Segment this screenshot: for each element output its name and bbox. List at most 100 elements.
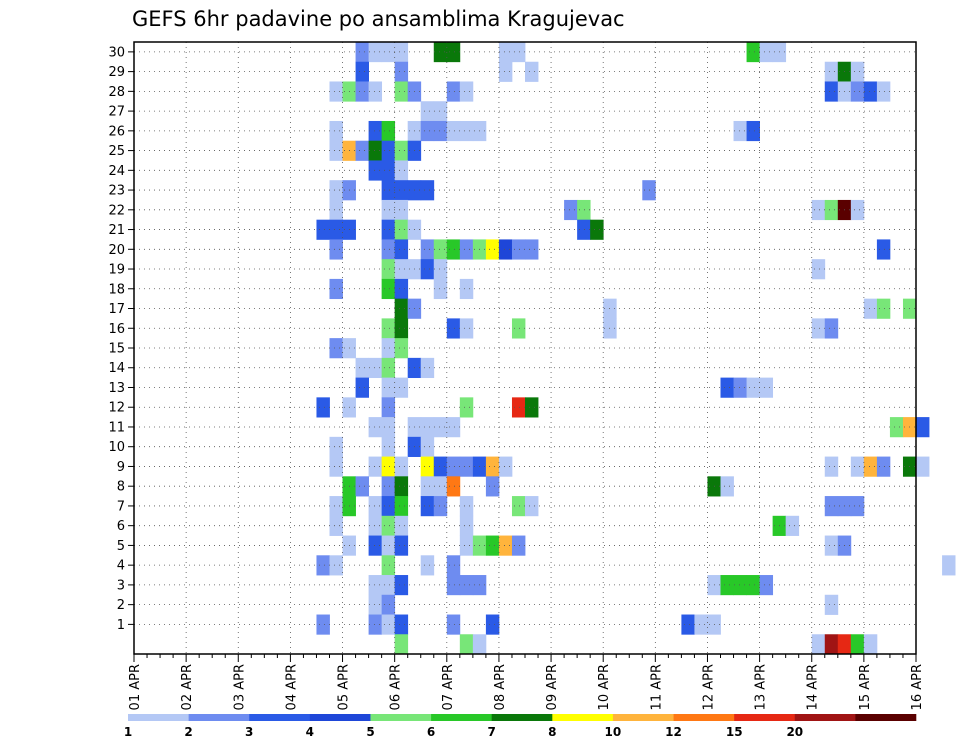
- heatmap-cell: [381, 140, 396, 161]
- heatmap-cell: [329, 140, 343, 161]
- y-tick-label: 8: [117, 480, 125, 495]
- heatmap-cell: [329, 120, 343, 142]
- heatmap-cell: [446, 42, 461, 63]
- y-tick-label: 18: [108, 282, 125, 297]
- y-tick-label: 25: [108, 144, 125, 159]
- x-tick-label: 09 APR: [545, 664, 560, 710]
- legend-label: 8: [548, 725, 556, 739]
- heatmap-cell: [381, 476, 396, 497]
- x-tick-label: 15 APR: [858, 664, 873, 710]
- x-tick-label: 05 APR: [337, 664, 352, 710]
- heatmap-cell: [850, 199, 865, 221]
- y-tick-label: 14: [108, 361, 125, 376]
- heatmap-cell: [394, 575, 409, 596]
- heatmap-cell: [485, 535, 500, 556]
- heatmap-cell: [824, 81, 839, 102]
- y-tick-label: 9: [117, 460, 125, 475]
- y-tick-label: 19: [108, 263, 125, 278]
- heatmap-cell: [459, 81, 474, 102]
- heatmap-cell: [368, 575, 383, 596]
- heatmap-cell: [368, 140, 383, 161]
- heatmap-cell: [381, 318, 396, 339]
- heatmap-cell: [850, 456, 865, 477]
- legend-swatch: [249, 714, 311, 721]
- heatmap-cell: [485, 456, 500, 477]
- y-tick-label: 6: [117, 519, 125, 534]
- legend-swatch: [794, 714, 856, 721]
- legend-swatch: [734, 714, 796, 721]
- heatmap-cell: [368, 417, 383, 438]
- heatmap-cell: [485, 614, 500, 635]
- heatmap-cell: [498, 239, 513, 260]
- heatmap-cell: [694, 614, 708, 635]
- heatmap-cell: [329, 515, 343, 536]
- heatmap-cell: [394, 338, 409, 359]
- heatmap-cell: [525, 61, 539, 82]
- heatmap-cell: [564, 199, 578, 221]
- heatmap-cell: [850, 496, 865, 517]
- heatmap-cell: [394, 515, 409, 536]
- y-tick-label: 10: [108, 440, 125, 455]
- y-tick-label: 21: [108, 223, 125, 238]
- heatmap-cell: [889, 417, 904, 438]
- heatmap-cell: [420, 357, 435, 379]
- heatmap-cell: [811, 318, 826, 339]
- heatmap-cell: [394, 456, 409, 477]
- heatmap-cell: [394, 140, 409, 161]
- heatmap-cell: [811, 199, 826, 221]
- x-tick-label: 02 APR: [180, 664, 195, 710]
- heatmap-cell: [850, 634, 865, 655]
- heatmap-cell: [446, 575, 461, 596]
- heatmap-cell: [355, 476, 369, 497]
- heatmap-cell: [381, 515, 396, 536]
- heatmap-cell: [381, 436, 396, 457]
- heatmap-cell: [368, 614, 383, 635]
- legend-swatch: [855, 714, 917, 721]
- legend-swatch: [309, 714, 371, 721]
- heatmap-cell: [498, 456, 513, 477]
- legend-label: 6: [427, 725, 435, 739]
- heatmap-cell: [863, 81, 878, 102]
- heatmap-cell: [746, 42, 760, 63]
- legend-swatch: [612, 714, 674, 721]
- heatmap-cell: [433, 278, 448, 300]
- heatmap-cell: [316, 219, 330, 240]
- heatmap-cell: [329, 239, 343, 260]
- heatmap-cell: [498, 61, 513, 82]
- heatmap-cell: [329, 180, 343, 201]
- legend-swatch: [370, 714, 432, 721]
- x-tick-label: 13 APR: [754, 664, 769, 710]
- heatmap-cell: [746, 575, 760, 596]
- heatmap-cell: [446, 614, 461, 635]
- heatmap-cell: [446, 456, 461, 477]
- heatmap-cell: [381, 417, 396, 438]
- heatmap-cell: [511, 42, 526, 63]
- heatmap-cell: [394, 318, 409, 339]
- heatmap-cell: [876, 239, 891, 260]
- heatmap-cell: [577, 199, 591, 221]
- heatmap-cell: [446, 555, 461, 576]
- heatmap-cell: [850, 81, 865, 102]
- x-tick-label: 01 APR: [128, 664, 143, 710]
- heatmap-cell: [720, 377, 734, 398]
- y-tick-label: 12: [108, 401, 125, 416]
- heatmap-cell: [433, 120, 448, 142]
- heatmap-cell: [733, 377, 747, 398]
- heatmap-cell: [381, 219, 396, 240]
- heatmap-cell: [381, 160, 396, 181]
- heatmap-cell: [394, 219, 409, 240]
- heatmap-cell: [394, 199, 409, 221]
- heatmap-cell: [368, 456, 383, 477]
- heatmap-cell: [355, 42, 369, 63]
- heatmap-cell: [381, 120, 396, 142]
- heatmap-cell: [368, 160, 383, 181]
- heatmap-cell: [381, 338, 396, 359]
- heatmap-cell: [355, 61, 369, 82]
- heatmap-cell: [459, 318, 474, 339]
- heatmap-cell: [916, 456, 930, 477]
- heatmap-cell: [590, 219, 604, 240]
- heatmap-cell: [525, 397, 539, 418]
- legend-label: 5: [366, 725, 374, 739]
- x-tick-label: 11 APR: [649, 664, 664, 710]
